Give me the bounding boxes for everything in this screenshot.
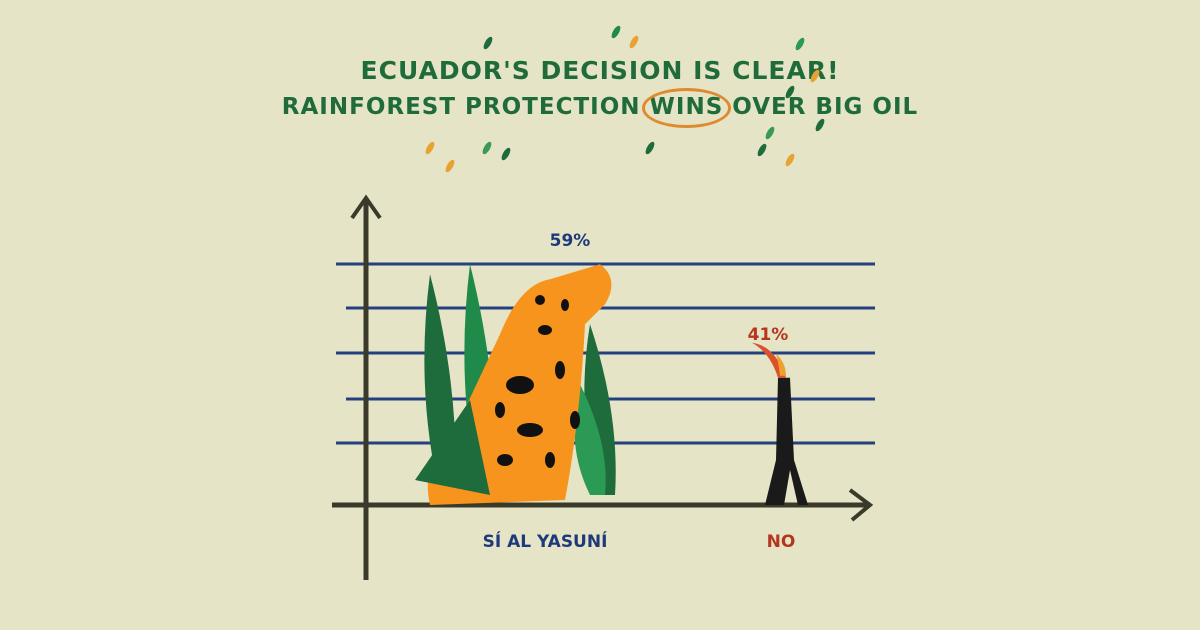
confetti-leaf [815, 118, 825, 132]
data-label-no: 41% [748, 325, 789, 345]
confetti-leaf [785, 153, 795, 167]
flame [752, 342, 786, 378]
chart-title-line2: RAINFOREST PROTECTION WINS OVER BIG OIL [0, 88, 1200, 128]
jaguar-spot [517, 423, 543, 437]
jaguar-spot [545, 452, 555, 468]
category-label-no: NO [767, 532, 796, 552]
jaguar-spot [506, 376, 534, 394]
jaguar-spot [561, 299, 569, 311]
flame-inner [776, 353, 786, 376]
jaguar-spot [555, 361, 565, 379]
confetti-leaf [482, 141, 492, 155]
x-axis-arrow [848, 488, 874, 522]
confetti-leaf [483, 36, 493, 50]
oil-derrick [765, 377, 808, 505]
category-label-yes: SÍ AL YASUNÍ [483, 530, 608, 552]
confetti-leaf [795, 37, 805, 51]
confetti-leaf [425, 141, 435, 155]
confetti-leaf [501, 147, 511, 161]
data-label-yes: 59% [550, 231, 591, 251]
confetti-leaf [629, 35, 639, 49]
jaguar-spot [535, 295, 545, 305]
title-pre: RAINFOREST PROTECTION [281, 94, 650, 120]
jaguar-spot [570, 411, 580, 429]
title-highlight-wins: WINS [641, 88, 731, 128]
confetti-leaf [645, 141, 655, 155]
jaguar-spot [497, 454, 513, 466]
confetti-leaf [611, 25, 621, 39]
confetti-leaf [445, 159, 455, 173]
plant-leaf-front [415, 400, 490, 495]
confetti-leaf [765, 126, 775, 140]
confetti-leaf [810, 69, 820, 83]
jaguar-spot [495, 402, 505, 418]
confetti-decoration [425, 25, 825, 173]
title-post: OVER BIG OIL [723, 94, 919, 120]
confetti-leaf [785, 85, 795, 99]
y-axis-arrow [350, 194, 382, 220]
jaguar-spot [538, 325, 552, 335]
bar-no-derrick [752, 342, 808, 505]
bar-yes-jaguar [415, 264, 616, 505]
confetti-leaf [757, 143, 767, 157]
plant-leaf [574, 384, 606, 495]
chart-title-line1: ECUADOR'S DECISION IS CLEAR! [360, 56, 840, 85]
